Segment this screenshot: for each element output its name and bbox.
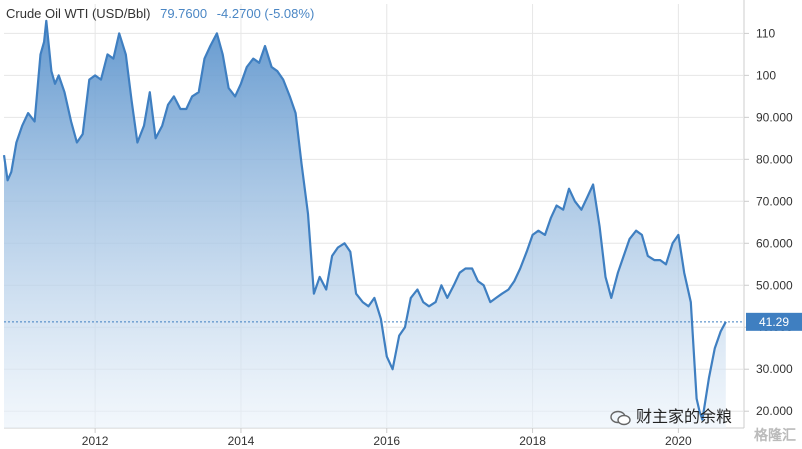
series-layer <box>2 19 727 429</box>
wechat-icon <box>609 410 632 426</box>
series-line <box>2 19 727 421</box>
y-tick-label: 70.000 <box>756 194 793 208</box>
y-tick-label: 90.000 <box>756 110 793 124</box>
x-tick-label: 2020 <box>665 434 692 448</box>
y-tick-label: 100 <box>756 68 776 82</box>
x-tick-label: 2012 <box>82 434 109 448</box>
series-area <box>4 20 726 429</box>
x-axis: 2012 2014 2016 2018 2020 <box>82 428 692 448</box>
y-tick-label: 20.000 <box>756 404 793 418</box>
y-tick-label: 80.000 <box>756 152 793 166</box>
last-value-badge-bg <box>746 312 802 331</box>
watermark-logo: 格隆汇 <box>754 427 796 443</box>
x-tick-label: 2018 <box>519 434 546 448</box>
x-tick-label: 2014 <box>228 434 255 448</box>
x-tick-label: 2016 <box>373 434 400 448</box>
y-axis: 20.00030.00040.00050.00060.00070.00080.0… <box>744 26 793 418</box>
instrument-name: Crude Oil WTI (USD/Bbl) <box>6 6 151 21</box>
instrument-change: -4.2700 (-5.08%) <box>216 6 315 21</box>
watermark: 财主家的余粮 <box>609 403 732 427</box>
last-value-badge: 41.29 <box>4 312 802 331</box>
y-tick-label: 50.000 <box>756 278 793 292</box>
y-tick-label: 30.000 <box>756 362 793 376</box>
y-tick-label: 60.000 <box>756 236 793 250</box>
instrument-value: 79.7600 <box>160 6 208 21</box>
last-value-label: 41.29 <box>759 315 789 329</box>
chart-header: Crude Oil WTI (USD/Bbl) 79.7600 -4.2700 … <box>6 6 314 21</box>
watermark-text: 财主家的余粮 <box>635 409 732 426</box>
y-tick-label: 110 <box>756 26 775 40</box>
